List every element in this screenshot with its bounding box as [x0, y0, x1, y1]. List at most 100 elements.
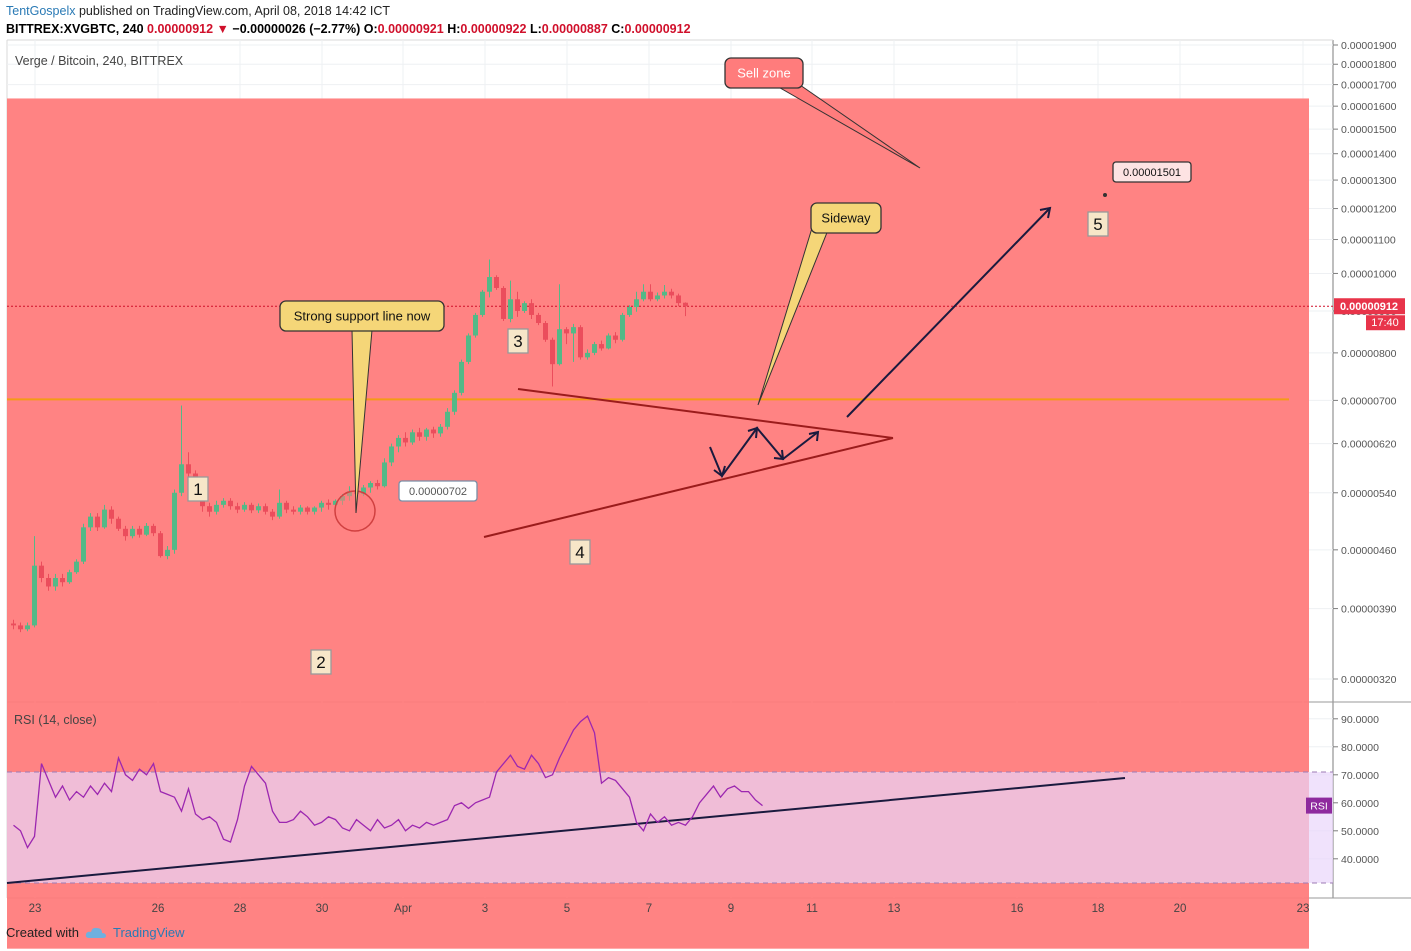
x-tick-label: 7 — [646, 903, 652, 915]
publish-text: published on TradingView.com, April 08, … — [78, 4, 391, 18]
author-link[interactable]: TentGospelx — [6, 4, 76, 18]
x-tick-label: 5 — [564, 903, 570, 915]
price-axis[interactable]: 0.00001900 0.00001800 0.00001700 0.00001600… — [1306, 40, 1405, 866]
candle-body — [32, 565, 37, 626]
candle-body — [438, 426, 443, 434]
candle-body — [543, 323, 548, 340]
y-tick-label: 0.00001100 — [1341, 235, 1396, 247]
candle-body — [403, 437, 408, 443]
countdown-value: 17:40 — [1371, 317, 1399, 329]
rsi-tag-label: RSI — [1310, 801, 1328, 813]
candle-body — [676, 295, 681, 304]
y-tick-label: 0.00001500 — [1341, 124, 1397, 136]
x-tick-label: 20 — [1174, 903, 1187, 915]
rsi-tag — [1306, 797, 1332, 814]
candle-body — [550, 339, 555, 365]
last-price: 0.00000912 — [147, 22, 214, 36]
candle-body — [585, 352, 590, 358]
candle-body — [410, 432, 415, 443]
footer: Created with TradingView — [6, 925, 185, 940]
candle-body — [116, 518, 121, 529]
rsi-tick-label: 60.0000 — [1341, 798, 1379, 810]
drawings — [6, 84, 1126, 884]
wave-label-2-box — [310, 649, 332, 675]
candle-body — [522, 303, 527, 311]
candle-body — [249, 504, 254, 511]
y-tick-label: 0.00001800 — [1341, 59, 1397, 71]
callout-sell-zone-box — [724, 57, 804, 89]
candle-body — [11, 623, 16, 626]
candle-body — [235, 506, 240, 510]
candle-body — [207, 506, 212, 512]
candle-body — [291, 509, 296, 512]
candle-body — [564, 329, 569, 334]
candle-body — [445, 411, 450, 427]
rsi-trendline — [6, 777, 1126, 884]
candle-body — [613, 335, 618, 340]
candle-body — [648, 291, 653, 300]
candle-body — [382, 462, 387, 487]
time-axis[interactable]: 23 26 28 30 Apr 3 5 7 9 11 13 16 18 20 23 — [29, 903, 1310, 915]
candle-body — [74, 561, 79, 573]
candle-body — [109, 509, 114, 519]
y-tick-label: 0.00000620 — [1341, 439, 1397, 451]
current-price-tag — [1334, 298, 1405, 315]
candle-body — [634, 299, 639, 308]
support-circle — [334, 490, 376, 532]
cloud-icon — [85, 927, 106, 938]
rsi-line — [13, 714, 763, 850]
wave-label-4: 4 — [575, 543, 584, 562]
x-tick-label: 26 — [152, 903, 165, 915]
candle-body — [606, 335, 611, 349]
candle-body — [88, 516, 93, 528]
candle-body — [578, 327, 583, 358]
candle-body — [186, 464, 191, 474]
candle-body — [298, 507, 303, 512]
close-label: C: — [611, 22, 625, 36]
chart-title: Verge / Bitcoin, 240, BITTREX — [15, 54, 184, 68]
arrow-head — [773, 449, 785, 461]
rsi-tick-label: 50.0000 — [1341, 826, 1379, 838]
candle-body — [102, 509, 107, 528]
y-tick-label: 0.00000540 — [1341, 488, 1397, 500]
candle-body — [326, 502, 331, 505]
candle-body — [256, 506, 261, 511]
tradingview-link[interactable]: TradingView — [112, 925, 185, 940]
x-tick-label: Apr — [394, 903, 412, 915]
candle-body — [592, 344, 597, 353]
change-value: −0.00000026 (−2.77%) — [232, 22, 361, 36]
candle-body — [319, 502, 324, 508]
callout-sideway: Sideway — [821, 211, 871, 226]
created-with-text: Created with — [6, 925, 79, 940]
y-tick-label: 0.00001600 — [1341, 101, 1397, 113]
candle-body — [431, 429, 436, 434]
candle-body — [473, 314, 478, 336]
symbol-info: BITTREX:XVGBTC, 240 0.00000912 ▼ −0.0000… — [6, 22, 691, 36]
candle-body — [655, 295, 660, 300]
arrow-head — [713, 465, 726, 478]
candle-body — [599, 344, 604, 349]
x-tick-label: 18 — [1092, 903, 1105, 915]
y-tick-label: 0.00001200 — [1341, 204, 1397, 216]
y-tick-label: 0.00000700 — [1341, 395, 1397, 407]
candle-body — [228, 500, 233, 507]
candle-body — [480, 291, 485, 315]
candle-body — [277, 502, 282, 517]
candle-body — [305, 507, 310, 512]
candle-body — [515, 299, 520, 311]
candle-body — [39, 565, 44, 579]
candle-body — [81, 527, 86, 562]
y-tick-label: 0.00001300 — [1341, 175, 1397, 187]
y-tick-label: 0.00001400 — [1341, 149, 1397, 161]
chart-labels: Verge / Bitcoin, 240, BITTREX RSI (14, cl… — [14, 54, 1192, 727]
candle-body — [459, 361, 464, 393]
candle-body — [165, 549, 170, 557]
y-tick-label: 0.00000800 — [1341, 348, 1397, 360]
y-tick-label: 0.00000320 — [1341, 674, 1397, 686]
candle-body — [46, 578, 51, 587]
callout-support: Strong support line now — [294, 309, 431, 324]
x-tick-label: 9 — [728, 903, 734, 915]
candle-body — [389, 446, 394, 463]
target-price-tag-box — [1112, 161, 1192, 183]
